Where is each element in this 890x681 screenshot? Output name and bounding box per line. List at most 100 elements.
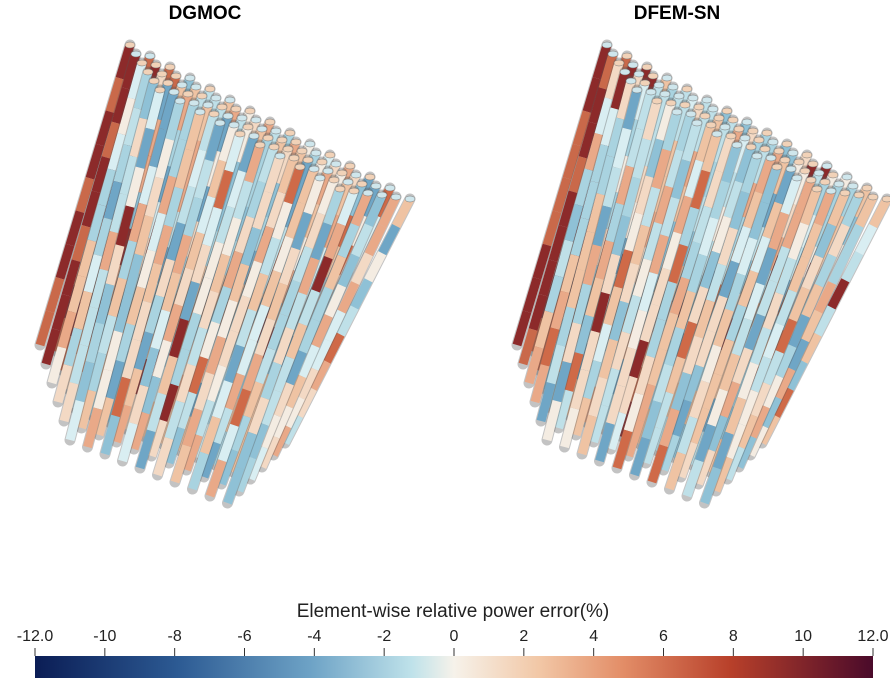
rod-segment — [656, 101, 676, 142]
rod-segment — [554, 239, 574, 278]
rod-segment — [773, 367, 796, 400]
rod-segment — [107, 277, 127, 318]
rod-cap — [162, 79, 174, 87]
rod-segment — [679, 206, 700, 247]
rod-cap — [661, 74, 673, 82]
rod-segment — [546, 344, 566, 385]
rod-segment — [723, 180, 744, 219]
rod-cap — [679, 101, 691, 109]
rod-cap — [739, 134, 751, 142]
rod-cap — [659, 90, 671, 98]
rod-segment — [221, 216, 242, 257]
rod-segment — [296, 367, 319, 400]
rod-cap — [747, 127, 759, 135]
rod-segment — [542, 399, 562, 442]
rod-segment — [572, 283, 592, 325]
rod-segment — [252, 190, 273, 230]
rod-segment — [814, 189, 836, 226]
rod-cap — [296, 147, 308, 155]
rod-segment — [665, 356, 686, 395]
rod-segment — [552, 361, 572, 403]
rod-segment — [191, 244, 211, 284]
rod-segment — [230, 388, 251, 427]
rod-segment — [628, 339, 649, 379]
rod-cap — [176, 81, 188, 89]
rod-segment — [624, 212, 644, 252]
rod-cap — [230, 105, 242, 113]
rod-cap — [214, 119, 226, 127]
rod-segment — [532, 243, 552, 280]
rod-segment — [717, 227, 738, 267]
rod-segment — [588, 87, 608, 125]
rod-segment — [85, 322, 105, 364]
panel-title: DGMOC — [169, 3, 242, 24]
rod-segment — [814, 253, 837, 288]
rod-segment — [198, 290, 219, 330]
rod-cap — [833, 180, 845, 188]
rod-segment — [65, 210, 85, 247]
rod-segment — [813, 305, 836, 337]
rod-segment — [159, 90, 179, 131]
rod-segment — [580, 180, 600, 220]
rod-cap — [284, 129, 296, 137]
rod-segment — [695, 123, 716, 163]
rod-segment — [659, 433, 680, 472]
rod-segment — [756, 279, 778, 317]
rod-cap — [687, 94, 699, 102]
rod-segment — [204, 241, 225, 280]
rod-segment — [538, 259, 558, 297]
rod-segment — [788, 314, 810, 348]
rod-cap — [633, 70, 645, 78]
rod-segment — [235, 431, 257, 470]
rod-segment — [736, 237, 758, 276]
rod-segment — [158, 175, 178, 215]
rod-segment — [350, 278, 373, 310]
rod-cap — [196, 92, 208, 100]
rod-segment — [166, 222, 186, 262]
rod-segment — [61, 259, 81, 297]
rod-segment — [217, 299, 238, 339]
rod-segment — [185, 231, 205, 271]
rod-segment — [113, 144, 133, 184]
rod-segment — [677, 416, 698, 455]
rod-segment — [260, 389, 282, 426]
rod-segment — [254, 347, 276, 385]
rod-segment — [112, 404, 132, 444]
rod-segment — [621, 294, 642, 334]
rod-segment — [265, 191, 287, 229]
rod-segment — [285, 350, 307, 386]
rod-segment — [645, 138, 665, 179]
tick-label: 12.0 — [857, 628, 888, 645]
rod-cap — [344, 162, 356, 170]
rod-segment — [185, 110, 205, 152]
rod-segment — [652, 363, 673, 404]
rod-segment — [730, 225, 752, 264]
rod-cap — [316, 158, 328, 166]
rod-segment — [731, 317, 753, 357]
rod-cap — [773, 147, 785, 155]
rod-cap — [222, 112, 234, 120]
rod-segment — [528, 293, 548, 331]
rod-segment — [721, 143, 742, 184]
rod-cap — [767, 138, 779, 146]
rod-segment — [630, 224, 650, 266]
rod-cap — [825, 187, 837, 195]
rod-segment — [774, 167, 796, 205]
rod-segment — [172, 234, 192, 275]
rod-segment — [775, 257, 797, 296]
rod-segment — [182, 408, 203, 448]
rod-segment — [364, 223, 387, 257]
tick-label: -6 — [237, 628, 251, 645]
rod-segment — [310, 338, 333, 371]
rod-cap — [308, 165, 320, 173]
rod-cap — [314, 174, 326, 182]
rod-cap — [154, 86, 166, 94]
rod-segment — [175, 363, 196, 404]
rod-segment — [163, 303, 183, 343]
rod-cap — [334, 185, 346, 193]
rod-segment — [601, 253, 621, 295]
rod-cap — [282, 145, 294, 153]
rod-cap — [647, 72, 659, 80]
rod-segment — [378, 195, 401, 228]
rod-segment — [133, 70, 153, 110]
